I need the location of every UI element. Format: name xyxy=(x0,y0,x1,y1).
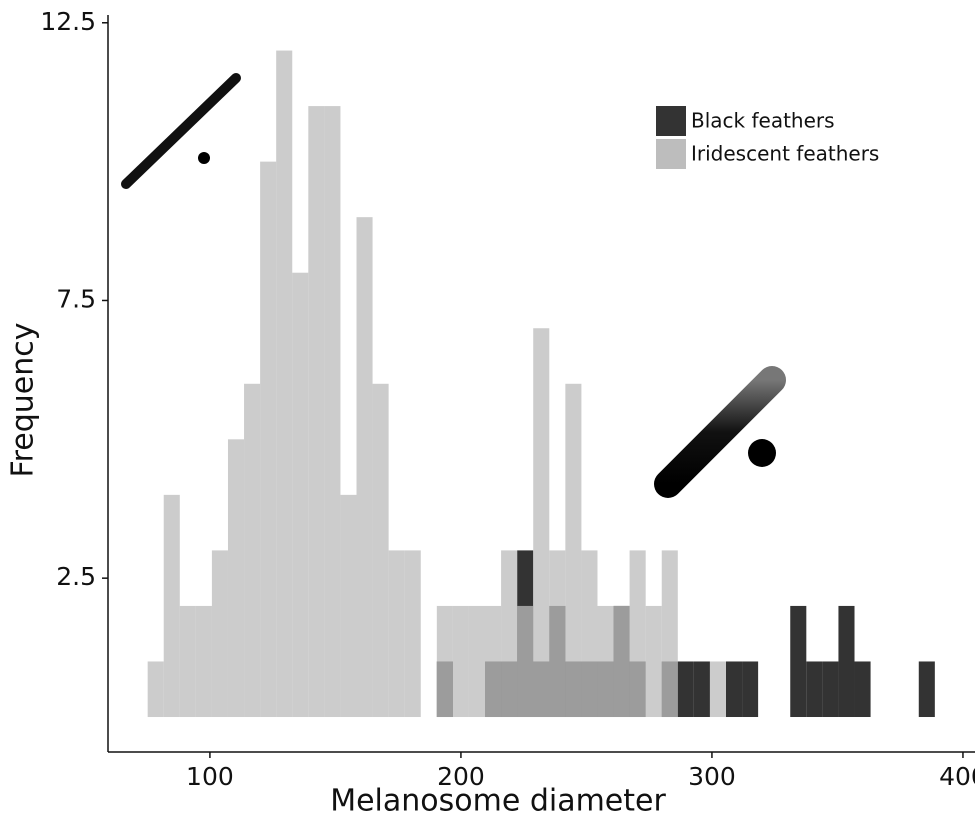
bar xyxy=(211,550,228,718)
bar xyxy=(260,161,277,718)
bar xyxy=(195,605,212,718)
y-tick-label: 7.5 xyxy=(56,284,96,313)
bar xyxy=(356,217,373,718)
bar xyxy=(468,605,486,718)
bar xyxy=(388,550,405,718)
bar xyxy=(918,661,935,718)
legend-swatch xyxy=(656,106,686,136)
y-tick-label: 12.5 xyxy=(40,7,96,36)
bar xyxy=(742,661,759,718)
bar xyxy=(517,605,534,718)
bar xyxy=(533,328,550,718)
rod-illustration xyxy=(654,366,786,498)
bar xyxy=(372,383,389,718)
x-axis-title: Melanosome diameter xyxy=(330,784,666,818)
bar xyxy=(854,661,871,718)
x-tick-label: 100 xyxy=(186,762,234,791)
bar xyxy=(452,605,469,718)
x-tick-label: 200 xyxy=(437,762,485,791)
bar xyxy=(308,106,325,718)
bar xyxy=(645,605,662,718)
bar xyxy=(838,605,855,718)
bar xyxy=(276,50,293,718)
bar xyxy=(677,661,694,718)
bar xyxy=(597,605,614,718)
bar xyxy=(227,439,245,718)
y-tick-label: 2.5 xyxy=(56,562,96,591)
bar xyxy=(485,605,502,718)
bar xyxy=(436,605,453,718)
x-tick-label: 300 xyxy=(688,762,736,791)
legend-swatch xyxy=(656,139,686,169)
bar xyxy=(244,383,261,718)
bar xyxy=(179,605,196,718)
bar xyxy=(806,661,823,718)
bar xyxy=(549,550,566,718)
bar xyxy=(163,494,180,718)
bar xyxy=(565,383,582,718)
bar xyxy=(324,106,341,718)
legend-label: Black feathers xyxy=(691,109,835,133)
sphere-illustration xyxy=(748,439,776,467)
bar xyxy=(147,661,164,718)
bar xyxy=(581,550,598,718)
bar xyxy=(709,661,726,718)
bar xyxy=(790,605,807,718)
bars xyxy=(147,50,935,718)
x-tick-label: 400 xyxy=(939,762,975,791)
bar xyxy=(822,661,839,718)
bar xyxy=(501,550,518,718)
bar xyxy=(292,272,309,718)
bar xyxy=(693,661,710,718)
sphere-illustration xyxy=(198,152,210,164)
bar xyxy=(613,605,630,718)
y-axis-title: Frequency xyxy=(6,323,41,478)
bar xyxy=(340,494,357,718)
bar xyxy=(661,550,678,718)
bar xyxy=(629,550,646,718)
bar xyxy=(404,550,421,718)
bar xyxy=(725,661,743,718)
rod-illustration xyxy=(121,73,241,189)
legend-label: Iridescent feathers xyxy=(691,142,879,166)
